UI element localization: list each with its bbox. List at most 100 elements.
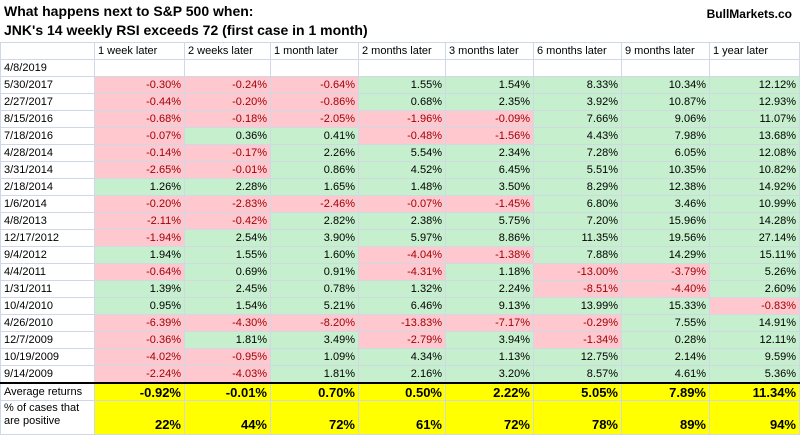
value-cell: -0.18%: [184, 110, 271, 128]
value-cell: -0.44%: [94, 93, 185, 111]
date-cell: 4/26/2010: [0, 314, 95, 332]
value-cell: 14.92%: [709, 178, 800, 196]
value-cell: -0.48%: [358, 127, 446, 145]
table-row: 4/26/2010 -6.39% -4.30% -8.20% -13.83% -7.17%…: [0, 314, 800, 332]
value-cell: 12.12%: [709, 76, 800, 94]
value-cell: -2.83%: [184, 195, 271, 213]
date-cell: 2/18/2014: [0, 178, 95, 196]
value-cell: 4.61%: [621, 365, 710, 384]
value-cell: [533, 59, 622, 77]
value-cell: -2.79%: [358, 331, 446, 349]
value-cell: 1.54%: [184, 297, 271, 315]
table-row: 4/8/2013 -2.11% -0.42% 2.82% 2.38% 5.75% 7.20%…: [0, 212, 800, 230]
value-cell: 7.55%: [621, 314, 710, 332]
value-cell: -8.20%: [270, 314, 359, 332]
average-value: 0.50%: [358, 382, 446, 401]
average-value: 2.22%: [445, 382, 534, 401]
table-row: 4/4/2011 -0.64% 0.69% 0.91% -4.31% 1.18% -13.0…: [0, 263, 800, 281]
table-row: 1/6/2014 -0.20% -2.83% -2.46% -0.07% -1.45% 6.…: [0, 195, 800, 213]
value-cell: 5.21%: [270, 297, 359, 315]
value-cell: 2.38%: [358, 212, 446, 230]
header: What happens next to S&P 500 when: JNK's…: [0, 0, 800, 42]
value-cell: [358, 59, 446, 77]
value-cell: 6.05%: [621, 144, 710, 162]
percent-value: 22%: [94, 400, 185, 435]
value-cell: -0.29%: [533, 314, 622, 332]
value-cell: 1.94%: [94, 246, 185, 264]
value-cell: -0.42%: [184, 212, 271, 230]
column-header: 2 weeks later: [184, 42, 271, 60]
table-row: 2/27/2017 -0.44% -0.20% -0.86% 0.68% 2.35% 3.9…: [0, 93, 800, 111]
value-cell: 3.50%: [445, 178, 534, 196]
value-cell: 12.11%: [709, 331, 800, 349]
value-cell: -2.65%: [94, 161, 185, 179]
column-header: 3 months later: [445, 42, 534, 60]
value-cell: -0.95%: [184, 348, 271, 366]
value-cell: -0.64%: [94, 263, 185, 281]
table-body: 4/8/2019 5/30/2017 -0.30% -0.24% -0.64% 1.55%…: [0, 59, 800, 384]
value-cell: -1.45%: [445, 195, 534, 213]
average-value: 5.05%: [533, 382, 622, 401]
value-cell: 15.11%: [709, 246, 800, 264]
table-row: 10/4/2010 0.95% 1.54% 5.21% 6.46% 9.13% 13.99%…: [0, 297, 800, 315]
value-cell: 1.65%: [270, 178, 359, 196]
value-cell: -0.07%: [94, 127, 185, 145]
value-cell: 9.59%: [709, 348, 800, 366]
value-cell: 11.35%: [533, 229, 622, 247]
value-cell: 2.54%: [184, 229, 271, 247]
value-cell: 10.99%: [709, 195, 800, 213]
value-cell: 5.36%: [709, 365, 800, 384]
table-row: 1/31/2011 1.39% 2.45% 0.78% 1.32% 2.24% -8.51%…: [0, 280, 800, 298]
value-cell: 5.51%: [533, 161, 622, 179]
value-cell: -4.02%: [94, 348, 185, 366]
percent-value: 89%: [621, 400, 710, 435]
value-cell: 6.46%: [358, 297, 446, 315]
value-cell: -4.31%: [358, 263, 446, 281]
value-cell: -3.79%: [621, 263, 710, 281]
value-cell: 1.81%: [270, 365, 359, 384]
value-cell: 6.80%: [533, 195, 622, 213]
value-cell: 10.34%: [621, 76, 710, 94]
value-cell: 1.32%: [358, 280, 446, 298]
value-cell: 8.33%: [533, 76, 622, 94]
value-cell: -4.03%: [184, 365, 271, 384]
value-cell: -4.30%: [184, 314, 271, 332]
title-line-2: JNK's 14 weekly RSI exceeds 72 (first ca…: [4, 22, 368, 38]
table-row: 4/8/2019: [0, 59, 800, 77]
value-cell: 13.99%: [533, 297, 622, 315]
value-cell: 10.35%: [621, 161, 710, 179]
value-cell: 10.87%: [621, 93, 710, 111]
date-cell: 9/4/2012: [0, 246, 95, 264]
value-cell: 3.49%: [270, 331, 359, 349]
value-cell: 9.06%: [621, 110, 710, 128]
value-cell: 1.55%: [184, 246, 271, 264]
value-cell: -6.39%: [94, 314, 185, 332]
value-cell: -0.17%: [184, 144, 271, 162]
value-cell: 5.75%: [445, 212, 534, 230]
value-cell: -1.96%: [358, 110, 446, 128]
date-cell: 12/17/2012: [0, 229, 95, 247]
value-cell: 0.41%: [270, 127, 359, 145]
value-cell: -0.14%: [94, 144, 185, 162]
value-cell: 5.97%: [358, 229, 446, 247]
value-cell: 1.13%: [445, 348, 534, 366]
value-cell: 1.55%: [358, 76, 446, 94]
date-cell: 1/6/2014: [0, 195, 95, 213]
value-cell: 3.20%: [445, 365, 534, 384]
column-header: 1 year later: [709, 42, 800, 60]
value-cell: 14.29%: [621, 246, 710, 264]
value-cell: 3.94%: [445, 331, 534, 349]
date-cell: 12/7/2009: [0, 331, 95, 349]
value-cell: 3.46%: [621, 195, 710, 213]
corner-cell: [0, 42, 95, 60]
percent-value: 78%: [533, 400, 622, 435]
value-cell: 0.78%: [270, 280, 359, 298]
table-row: 2/18/2014 1.26% 2.28% 1.65% 1.48% 3.50% 8.29% 1…: [0, 178, 800, 196]
value-cell: 8.57%: [533, 365, 622, 384]
percent-value: 44%: [184, 400, 271, 435]
value-cell: 19.56%: [621, 229, 710, 247]
column-header: 2 months later: [358, 42, 446, 60]
value-cell: 2.34%: [445, 144, 534, 162]
percent-value: 94%: [709, 400, 800, 435]
